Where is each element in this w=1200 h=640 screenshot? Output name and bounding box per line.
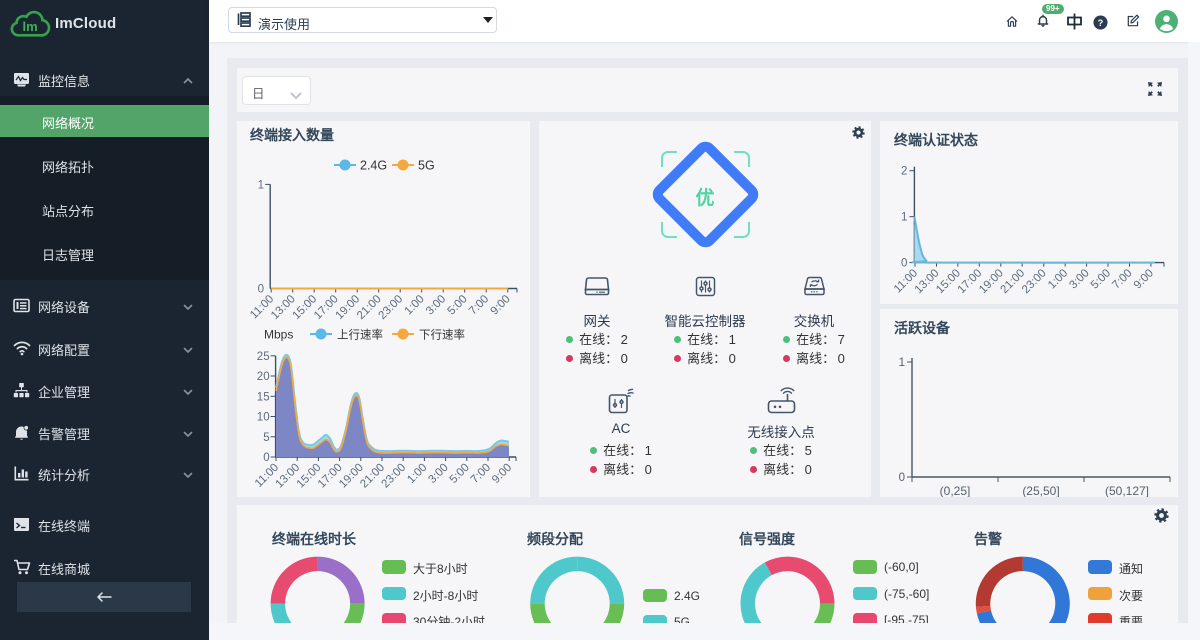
svg-text:1:00: 1:00 xyxy=(403,293,427,317)
svg-text:终端认证状态: 终端认证状态 xyxy=(894,132,978,148)
svg-text:1: 1 xyxy=(901,212,907,224)
svg-text:终端接入数量: 终端接入数量 xyxy=(250,127,334,143)
svg-text:3:00: 3:00 xyxy=(424,293,448,317)
svg-text:2.4G: 2.4G xyxy=(360,159,387,173)
svg-text:2: 2 xyxy=(901,166,907,178)
svg-text:lm: lm xyxy=(23,19,38,34)
svg-text:0: 0 xyxy=(263,452,269,464)
svg-text:3:00: 3:00 xyxy=(1067,267,1091,291)
svg-text:9:00: 9:00 xyxy=(1132,267,1156,291)
svg-text:上行速率: 上行速率 xyxy=(337,328,383,342)
svg-text:7:00: 7:00 xyxy=(1110,267,1134,291)
svg-text:1:00: 1:00 xyxy=(1046,267,1070,291)
svg-text:5:00: 5:00 xyxy=(1089,267,1113,291)
svg-text:15: 15 xyxy=(257,391,270,403)
svg-text:7:00: 7:00 xyxy=(467,293,491,317)
svg-text:(0,25]: (0,25] xyxy=(940,484,971,497)
svg-text:0: 0 xyxy=(258,284,264,296)
svg-text:5: 5 xyxy=(263,432,269,444)
svg-text:(50,127]: (50,127] xyxy=(1105,484,1149,497)
svg-text:7:00: 7:00 xyxy=(469,462,493,486)
svg-text:Mbps: Mbps xyxy=(264,328,293,342)
svg-text:23:00: 23:00 xyxy=(376,293,405,322)
svg-text:10: 10 xyxy=(257,412,270,424)
svg-text:1: 1 xyxy=(258,179,264,191)
svg-text:0: 0 xyxy=(899,472,905,484)
svg-text:1: 1 xyxy=(899,357,905,369)
svg-text:0: 0 xyxy=(901,258,907,270)
svg-text:?: ? xyxy=(1098,17,1104,27)
svg-text:5:00: 5:00 xyxy=(446,293,470,317)
svg-text:下行速率: 下行速率 xyxy=(419,328,465,342)
svg-text:23:00: 23:00 xyxy=(379,462,408,491)
svg-text:3:00: 3:00 xyxy=(426,462,450,486)
svg-text:1:00: 1:00 xyxy=(405,462,429,486)
svg-text:20: 20 xyxy=(257,371,270,383)
svg-text:25: 25 xyxy=(257,351,270,363)
svg-text:9:00: 9:00 xyxy=(490,462,514,486)
svg-text:5G: 5G xyxy=(418,159,435,173)
svg-text:(25,50]: (25,50] xyxy=(1022,484,1059,497)
svg-text:活跃设备: 活跃设备 xyxy=(894,320,951,336)
svg-text:5:00: 5:00 xyxy=(448,462,472,486)
svg-text:23:00: 23:00 xyxy=(1020,267,1049,296)
svg-text:9:00: 9:00 xyxy=(489,293,513,317)
